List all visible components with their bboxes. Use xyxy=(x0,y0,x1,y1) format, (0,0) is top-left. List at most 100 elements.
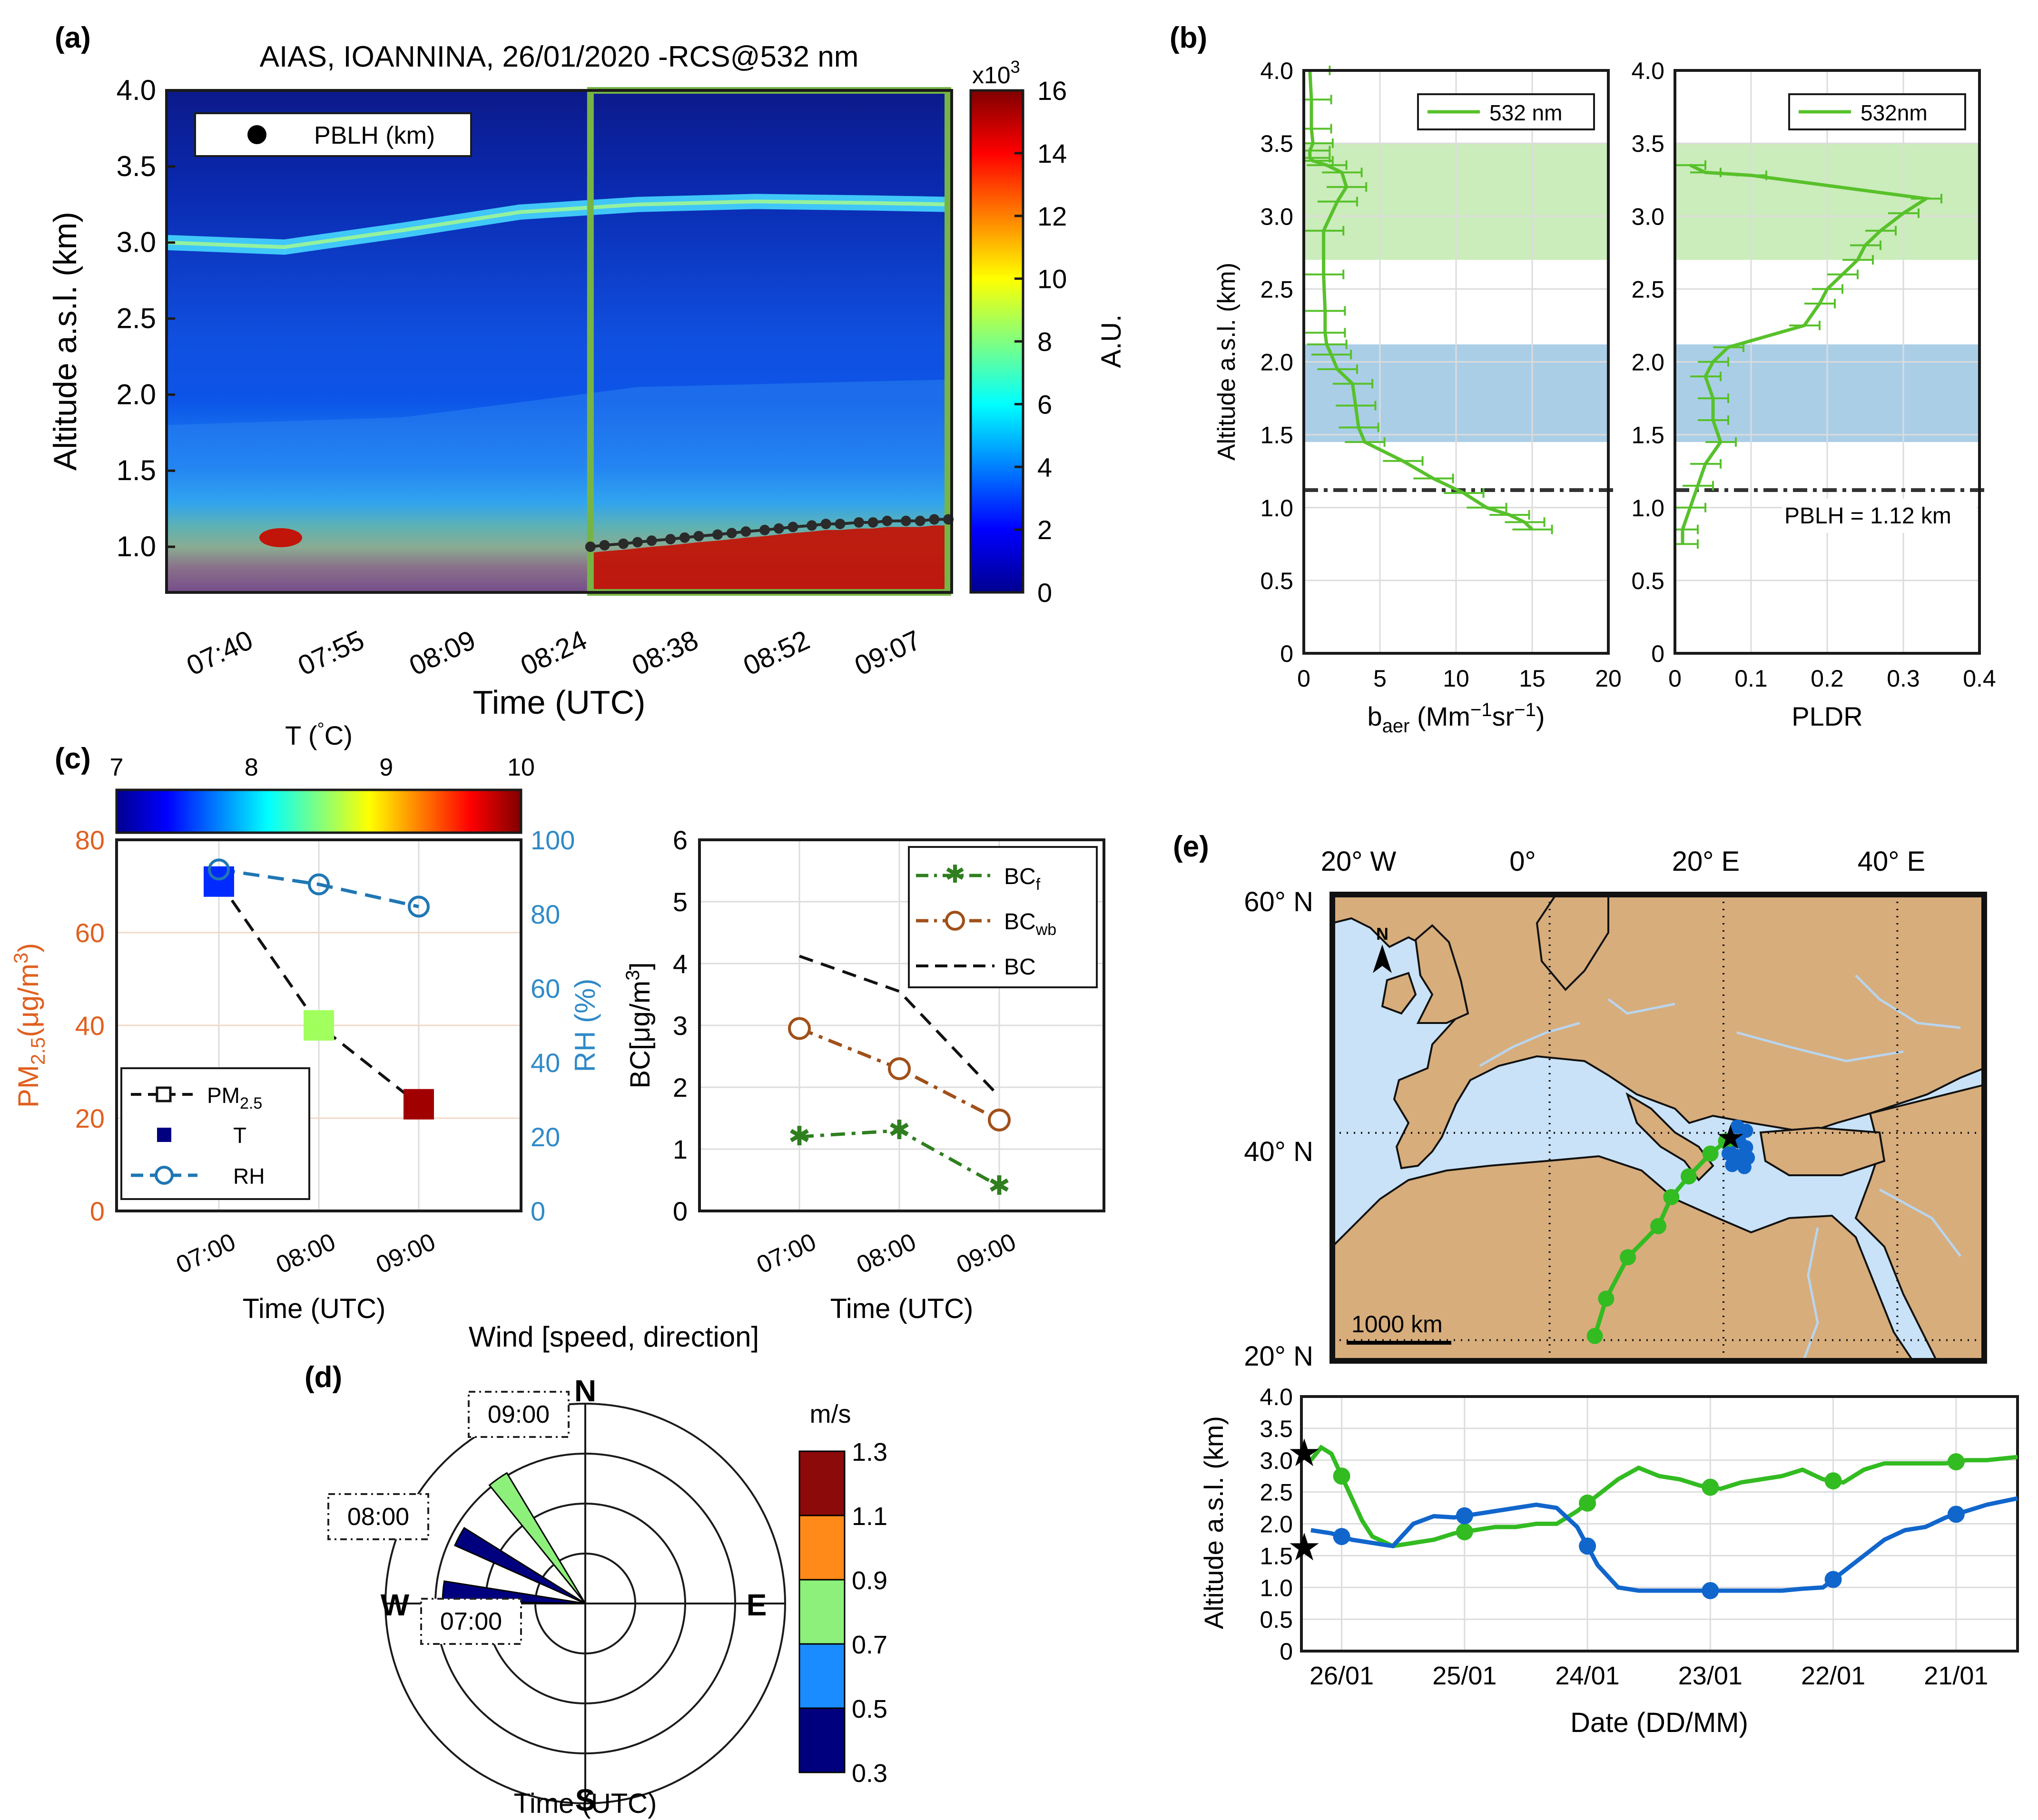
e-ytick-label: 3.5 xyxy=(1260,1416,1293,1442)
pblh-point xyxy=(585,541,596,552)
pm25-point xyxy=(304,1010,334,1041)
elevated-aerosol-layer-core xyxy=(167,199,952,249)
lat-label: 60° N xyxy=(1244,886,1313,917)
traj-upper-point xyxy=(1663,1189,1680,1205)
panel-label-b: (b) xyxy=(1170,21,1207,54)
e-ytick-label: 3.0 xyxy=(1260,1447,1293,1474)
e-xtick-label: 21/01 xyxy=(1924,1662,1988,1690)
b-left-xlabel: baer (Mm−1sr−1) xyxy=(1367,699,1545,737)
pblh-point xyxy=(726,528,737,539)
panel-b: (b) 532 nm 0 0.5 1.0 1.5 2.0 2.5 3.0 3.5 4.0 0 5 10… xyxy=(1170,21,1996,737)
pblh-point xyxy=(632,537,643,548)
pblh-point xyxy=(646,535,657,546)
b-ylabel: Altitude a.s.l. (km) xyxy=(1213,263,1241,461)
c-ytick-right: 100 xyxy=(531,825,575,855)
pblh-point xyxy=(820,519,831,530)
b-xtick-label: 5 xyxy=(1373,665,1387,692)
e-start-star-lower: ★ xyxy=(1287,1526,1321,1568)
colorbar-a-tick-label: 10 xyxy=(1037,264,1067,294)
land-britain xyxy=(1414,924,1469,1024)
pblh-point xyxy=(929,514,940,525)
d-colorbar-tick: 1.1 xyxy=(852,1502,887,1531)
c-right-xtick-label: 09:00 xyxy=(953,1228,1020,1279)
land-middle-east xyxy=(1854,1083,1984,1361)
map-frame: ★ N 1000 km xyxy=(1332,895,1984,1361)
c-ytick-right: 0 xyxy=(531,1196,545,1226)
a-xtick-label: 08:09 xyxy=(404,624,480,681)
b-ytick-label: 3.5 xyxy=(1260,130,1293,157)
bcf-point: ✱ xyxy=(888,1115,911,1145)
wind-wedge-0900 xyxy=(488,1472,586,1604)
b-ytick-label: 4.0 xyxy=(1631,58,1664,84)
traj-lower-point xyxy=(1728,1148,1743,1163)
pblh-point xyxy=(915,515,925,526)
c-right-ytick: 5 xyxy=(673,887,688,917)
pblh-point xyxy=(882,515,893,526)
b-ytick-label: 1.5 xyxy=(1631,422,1664,449)
c-colorbar-tick: 10 xyxy=(507,754,535,781)
a-xtick-label: 08:52 xyxy=(738,624,814,681)
traj-upper-point xyxy=(1718,1133,1734,1150)
b-ytick-label: 0.5 xyxy=(1631,568,1664,594)
c-right-ytick: 3 xyxy=(673,1011,688,1041)
wind-callout-label: 09:00 xyxy=(488,1401,550,1428)
panel-label-e: (e) xyxy=(1173,830,1209,863)
colorbar-a-tick-label: 16 xyxy=(1037,76,1067,106)
station-star: ★ xyxy=(1715,1119,1745,1156)
b-xtick-label: 0 xyxy=(1297,665,1310,692)
legend-b-right: 532nm xyxy=(1788,93,1966,130)
traj-upper-point xyxy=(1702,1145,1719,1162)
bcwb-point xyxy=(988,1108,1011,1131)
b-xtick-label: 15 xyxy=(1519,665,1546,692)
plot-frame-c-right xyxy=(698,838,1105,1212)
c-right-ytick: 1 xyxy=(673,1134,688,1164)
bc-line xyxy=(799,954,1001,1098)
colorbar-a xyxy=(969,89,1024,594)
pblh-point xyxy=(712,529,723,540)
wind-callout-label: 07:00 xyxy=(440,1608,502,1635)
e-upper-point xyxy=(1702,1478,1719,1496)
pblh-point xyxy=(854,517,865,528)
b-ytick-label: 4.0 xyxy=(1260,58,1293,84)
lon-label: 40° E xyxy=(1858,846,1926,877)
d-colorbar-segment xyxy=(798,1579,846,1645)
b-xtick-label: 0.4 xyxy=(1963,665,1996,692)
pblh-point xyxy=(773,523,784,534)
wind-callout: 07:00 xyxy=(420,1598,522,1645)
a-ytick-label: 2.5 xyxy=(117,303,156,334)
wind-callout: 09:00 xyxy=(468,1391,570,1438)
c-ytick-right: 60 xyxy=(531,974,560,1003)
e-lower-point xyxy=(1824,1571,1842,1588)
c-xtick-label: 08:00 xyxy=(272,1228,340,1279)
legend-baer: 532 nm xyxy=(1489,100,1562,125)
colorbar-a-exponent: x103 xyxy=(972,57,1020,89)
colorbar-a-label: A.U. xyxy=(1096,315,1127,368)
b-right-xlabel: PLDR xyxy=(1792,701,1862,731)
bcf-line xyxy=(799,1129,1000,1188)
pblh-point xyxy=(900,515,911,526)
e-lower-point xyxy=(1456,1507,1473,1525)
a-xtick-label: 07:55 xyxy=(293,624,369,681)
pblh-point xyxy=(867,517,878,528)
a-ytick-label: 3.5 xyxy=(117,150,156,182)
plot-frame-c-left xyxy=(115,838,522,1212)
c-right-ytick: 2 xyxy=(673,1072,688,1102)
c-xtick-label: 07:00 xyxy=(172,1228,240,1279)
d-xlabel: Time (UTC) xyxy=(514,1788,657,1819)
e-xtick-label: 24/01 xyxy=(1556,1662,1620,1690)
legend-bcf: BCf xyxy=(1004,864,1041,894)
c-right-ytick: 6 xyxy=(673,825,688,855)
legend-bc: BC xyxy=(1004,954,1036,980)
land-anatolia xyxy=(1759,1126,1886,1176)
plot-frame-b-left xyxy=(1302,69,1610,655)
wind-callout-label: 08:00 xyxy=(347,1503,409,1531)
c-ytick-left: 0 xyxy=(90,1196,105,1226)
land-ireland xyxy=(1381,972,1417,1015)
c-xtick-label: 09:00 xyxy=(372,1228,440,1279)
traj-upper-point xyxy=(1620,1249,1636,1266)
colorbar-a-tick-label: 14 xyxy=(1037,138,1067,168)
traj-upper-point xyxy=(1680,1168,1697,1185)
lat-label: 40° N xyxy=(1244,1136,1313,1167)
e-ytick-label: 1.5 xyxy=(1260,1543,1293,1569)
c-ytick-right: 20 xyxy=(531,1122,560,1152)
